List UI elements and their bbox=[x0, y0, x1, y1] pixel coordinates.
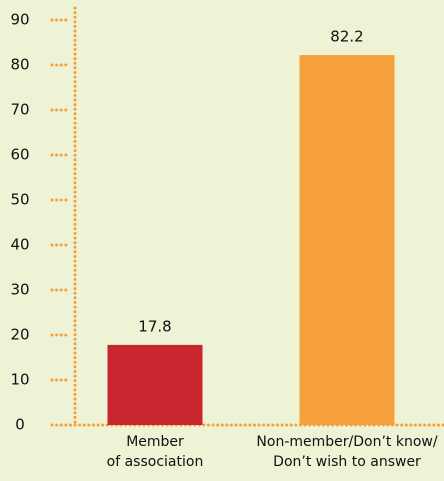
bar bbox=[299, 55, 395, 425]
value-label: 17.8 bbox=[138, 317, 171, 335]
y-tick-label: 60 bbox=[10, 146, 29, 164]
y-tick-label: 90 bbox=[10, 11, 29, 29]
y-tick-label: 0 bbox=[15, 416, 25, 434]
y-tick-label: 80 bbox=[10, 56, 29, 74]
y-tick-label: 70 bbox=[10, 101, 29, 119]
value-label: 82.2 bbox=[330, 28, 363, 46]
y-tick-label: 30 bbox=[10, 281, 29, 299]
x-tick-label: Member of association bbox=[107, 434, 204, 470]
x-tick-label: Non-member/Don’t know/Don’t wish to answ… bbox=[256, 434, 437, 470]
y-tick-label: 40 bbox=[10, 236, 29, 254]
bar bbox=[107, 344, 203, 425]
y-tick-label: 10 bbox=[10, 371, 29, 389]
y-tick-label: 20 bbox=[10, 326, 29, 344]
y-tick-label: 50 bbox=[10, 191, 29, 209]
